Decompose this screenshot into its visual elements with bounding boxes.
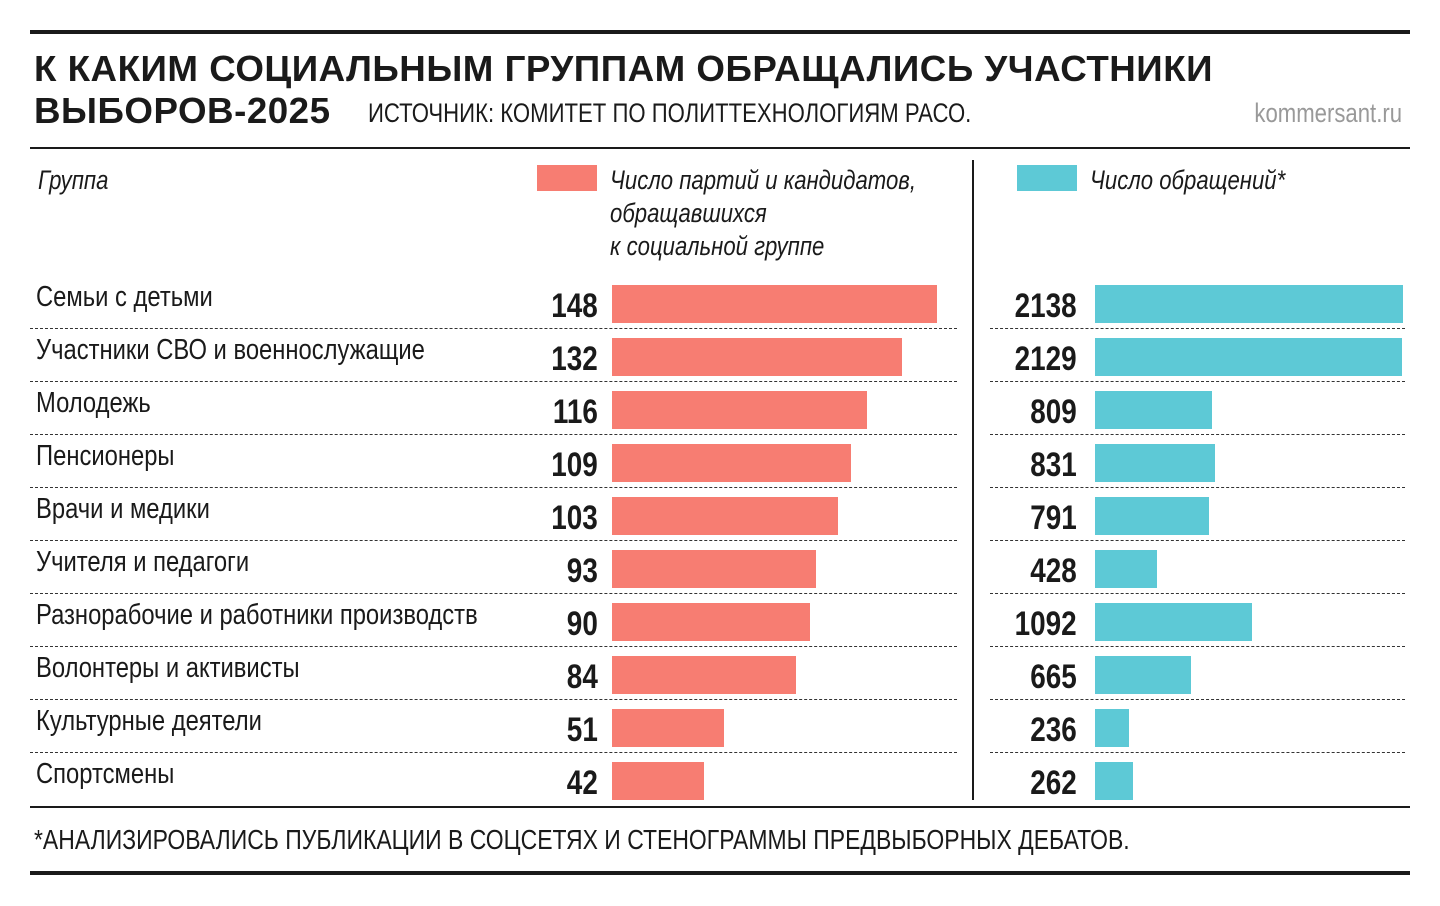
row-label: Волонтеры и активисты	[36, 652, 300, 684]
top-rule	[30, 30, 1410, 34]
row-label: Врачи и медики	[36, 493, 210, 525]
bar-appeals	[1095, 285, 1403, 323]
row-separator	[990, 487, 1405, 488]
bar-appeals	[1095, 497, 1209, 535]
row-separator	[990, 381, 1405, 382]
value-appeals: 262	[1030, 764, 1077, 802]
bar-appeals	[1095, 338, 1402, 376]
row-label: Культурные деятели	[36, 705, 262, 737]
row-label: Учителя и педагоги	[36, 546, 250, 578]
bar-parties	[612, 338, 902, 376]
bar-parties	[612, 391, 867, 429]
header-rule	[30, 147, 1410, 149]
bar-appeals	[1095, 656, 1191, 694]
row-separator	[990, 540, 1405, 541]
bar-parties	[612, 497, 839, 535]
legend-swatch-parties	[537, 165, 597, 191]
title-line-1: К КАКИМ СОЦИАЛЬНЫМ ГРУППАМ ОБРАЩАЛИСЬ УЧ…	[34, 48, 1214, 89]
source: ИСТОЧНИК: КОМИТЕТ ПО ПОЛИТТЕХНОЛОГИЯМ РА…	[368, 98, 972, 128]
group-column-header: Группа	[38, 165, 109, 195]
title-line-2: ВЫБОРОВ-2025	[34, 90, 331, 131]
row-separator	[990, 593, 1405, 594]
value-appeals: 2138	[1014, 287, 1077, 325]
bar-parties	[612, 603, 810, 641]
value-parties: 116	[553, 393, 598, 431]
row-separator	[990, 434, 1405, 435]
row-label: Спортсмены	[36, 758, 175, 790]
value-parties: 109	[551, 446, 598, 484]
row-label: Разнорабочие и работники производств	[36, 599, 478, 631]
value-parties: 103	[551, 499, 598, 537]
row-separator	[30, 434, 957, 435]
value-appeals: 2129	[1014, 340, 1077, 378]
legend-swatch-appeals	[1017, 165, 1077, 191]
row-label: Семьи с детьми	[36, 281, 213, 313]
value-appeals: 428	[1030, 552, 1077, 590]
bar-parties	[612, 444, 852, 482]
value-parties: 148	[551, 287, 598, 325]
row-separator	[990, 752, 1405, 753]
row-label: Молодежь	[36, 387, 151, 419]
column-divider	[972, 160, 974, 800]
value-parties: 90	[566, 605, 598, 643]
row-separator	[990, 646, 1405, 647]
value-parties: 132	[551, 340, 598, 378]
row-separator	[990, 328, 1405, 329]
value-appeals: 791	[1030, 499, 1077, 537]
legend-parties: Число партий и кандидатов, обращавшихся …	[610, 165, 917, 261]
value-parties: 51	[566, 711, 598, 749]
bar-appeals	[1095, 709, 1129, 747]
bottom-rule	[30, 806, 1410, 808]
bar-parties	[612, 762, 705, 800]
value-parties: 93	[566, 552, 598, 590]
footnote: *АНАЛИЗИРОВАЛИСЬ ПУБЛИКАЦИИ В СОЦСЕТЯХ И…	[34, 824, 1130, 855]
bar-appeals	[1095, 550, 1157, 588]
bar-appeals	[1095, 762, 1133, 800]
row-separator	[30, 487, 957, 488]
bar-parties	[612, 656, 797, 694]
legend-appeals: Число обращений*	[1090, 165, 1286, 195]
site-credit: kommersant.ru	[1254, 98, 1402, 128]
bar-appeals	[1095, 391, 1212, 429]
row-separator	[30, 593, 957, 594]
row-separator	[30, 540, 957, 541]
value-parties: 84	[566, 658, 598, 696]
value-appeals: 1092	[1014, 605, 1077, 643]
row-separator	[30, 328, 957, 329]
bar-appeals	[1095, 603, 1253, 641]
value-appeals: 665	[1030, 658, 1077, 696]
row-separator	[30, 699, 957, 700]
row-label: Пенсионеры	[36, 440, 175, 472]
row-separator	[990, 699, 1405, 700]
bar-appeals	[1095, 444, 1215, 482]
row-separator	[30, 646, 957, 647]
bar-parties	[612, 285, 937, 323]
value-appeals: 236	[1030, 711, 1077, 749]
value-appeals: 809	[1030, 393, 1077, 431]
bar-parties	[612, 550, 817, 588]
bar-parties	[612, 709, 724, 747]
value-appeals: 831	[1030, 446, 1077, 484]
row-label: Участники СВО и военнослужащие	[36, 334, 425, 366]
value-parties: 42	[566, 764, 598, 802]
footer-rule	[30, 871, 1410, 875]
row-separator	[30, 752, 957, 753]
row-separator	[30, 381, 957, 382]
